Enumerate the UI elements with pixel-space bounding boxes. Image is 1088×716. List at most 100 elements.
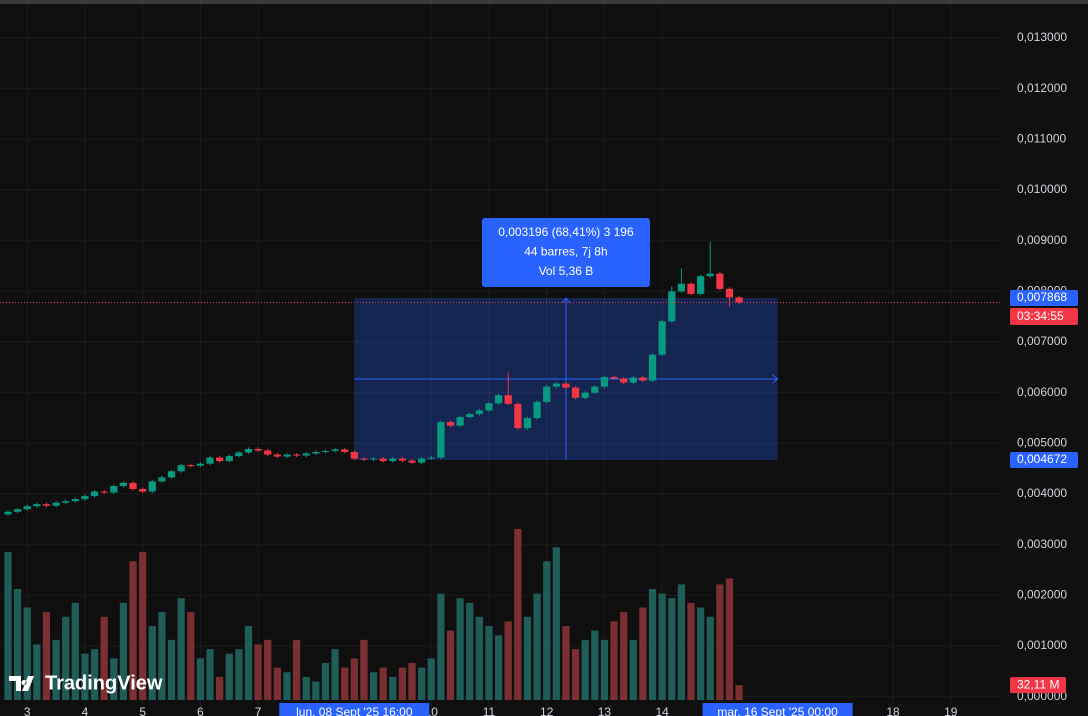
volume-bar: [706, 616, 714, 700]
y-tick-label: 0,007000: [1017, 334, 1067, 348]
x-tick-label: 4: [82, 705, 89, 716]
price-axis: 0,013000 0,012000 0,011000 0,010000 0,009000…: [1010, 30, 1078, 703]
candle-body: [408, 460, 416, 463]
candle-body: [331, 449, 339, 451]
candle-body: [523, 418, 532, 429]
volume-bar: [591, 630, 599, 700]
x-tick-label: 19: [944, 705, 958, 716]
y-tick-label: 0,004000: [1017, 486, 1067, 500]
candle-body: [418, 458, 426, 463]
volume-bar: [206, 649, 214, 700]
volume-bar: [543, 561, 551, 700]
volume-bar: [71, 602, 79, 700]
candle-body: [292, 454, 301, 456]
volume-bar: [321, 663, 330, 700]
candle-body: [158, 477, 166, 482]
x-range-label-bg: [702, 703, 853, 716]
candle-body: [369, 458, 378, 460]
volume-bar: [302, 676, 310, 700]
brand: TradingView: [45, 672, 163, 694]
y-tick-label: 0,006000: [1017, 385, 1067, 399]
candle-body: [360, 458, 368, 460]
volume-bar: [158, 612, 166, 700]
volume-bar: [581, 639, 589, 700]
logo-icon: [9, 676, 34, 691]
candle-body: [187, 465, 195, 467]
candle-body: [485, 403, 493, 411]
candle-body: [13, 509, 22, 512]
x-tick-label: 6: [197, 705, 204, 716]
candle-body: [312, 451, 320, 454]
candle-body: [475, 410, 483, 414]
volume-bar: [427, 658, 435, 700]
volume-bar: [177, 598, 185, 700]
countdown-bg: [1010, 308, 1078, 326]
volume-bar: [418, 667, 426, 700]
price-label-bg: [1010, 452, 1078, 469]
volume-bar: [187, 612, 195, 700]
volume-bar: [139, 552, 147, 700]
volume-bar: [475, 616, 483, 700]
candle-body: [533, 401, 541, 419]
volume-bar: [62, 616, 70, 700]
volume-bar: [408, 663, 416, 700]
candle-body: [341, 449, 349, 452]
candle-body: [81, 496, 89, 500]
volume-bar: [658, 593, 666, 700]
measure-arrow: [772, 374, 779, 384]
volume-bar: [90, 649, 99, 700]
volume-bar: [283, 672, 291, 700]
price-axis-panel: [1000, 0, 1088, 716]
y-tick-label: 0,001000: [1017, 638, 1067, 652]
candle-body: [514, 403, 522, 429]
volume-bar: [523, 616, 532, 700]
candle-body: [264, 450, 272, 455]
volume-bar: [437, 593, 445, 700]
volume-bar: [639, 607, 647, 700]
candle-body: [697, 276, 705, 294]
candle-body: [4, 511, 12, 515]
candle-body: [139, 488, 147, 492]
volume-bar: [562, 626, 570, 700]
volume-bar: [610, 621, 618, 700]
countdown: 03:34:55: [1017, 309, 1064, 323]
candle-body: [110, 485, 118, 493]
candle-body: [725, 288, 734, 298]
volume-bar: [571, 649, 580, 700]
x-tick-label: 13: [598, 705, 612, 716]
candle-body: [648, 354, 657, 381]
logo: TradingView: [9, 672, 163, 694]
y-tick-label: 0,011000: [1017, 132, 1066, 146]
candle-body: [302, 453, 310, 456]
candle-body: [379, 458, 387, 462]
candle-body: [235, 452, 243, 457]
measure-layer: [354, 297, 779, 461]
y-tick-label: 0,002000: [1017, 588, 1067, 602]
candle-body: [504, 395, 512, 404]
x-tick-label: 14: [655, 705, 669, 716]
candle-body: [543, 386, 551, 402]
volume-bar: [13, 589, 22, 700]
y-tick-label: 0,010000: [1017, 182, 1067, 196]
candle-body: [71, 499, 79, 502]
volume-layer: [4, 528, 743, 700]
candle-body: [629, 377, 637, 383]
volume-bar: [244, 626, 253, 700]
volume-bar: [119, 602, 128, 700]
overlay-layer: 3456710111213141819200,003196 (68,41%) 3…: [0, 218, 1015, 716]
x-tick-label: 7: [255, 705, 262, 716]
volume-bar: [273, 667, 281, 700]
candle-body: [321, 450, 330, 452]
volume-bar: [485, 626, 493, 700]
candle-body: [283, 454, 291, 457]
candle-body: [62, 501, 70, 503]
candle-body: [446, 422, 455, 426]
price-label: 0,004672: [1017, 452, 1067, 466]
volume-bar: [514, 528, 522, 700]
volume-bar: [398, 667, 407, 700]
candle-body: [494, 395, 503, 404]
candle-body: [206, 457, 214, 464]
volume-bar: [23, 607, 31, 700]
volume-bar: [110, 658, 118, 700]
